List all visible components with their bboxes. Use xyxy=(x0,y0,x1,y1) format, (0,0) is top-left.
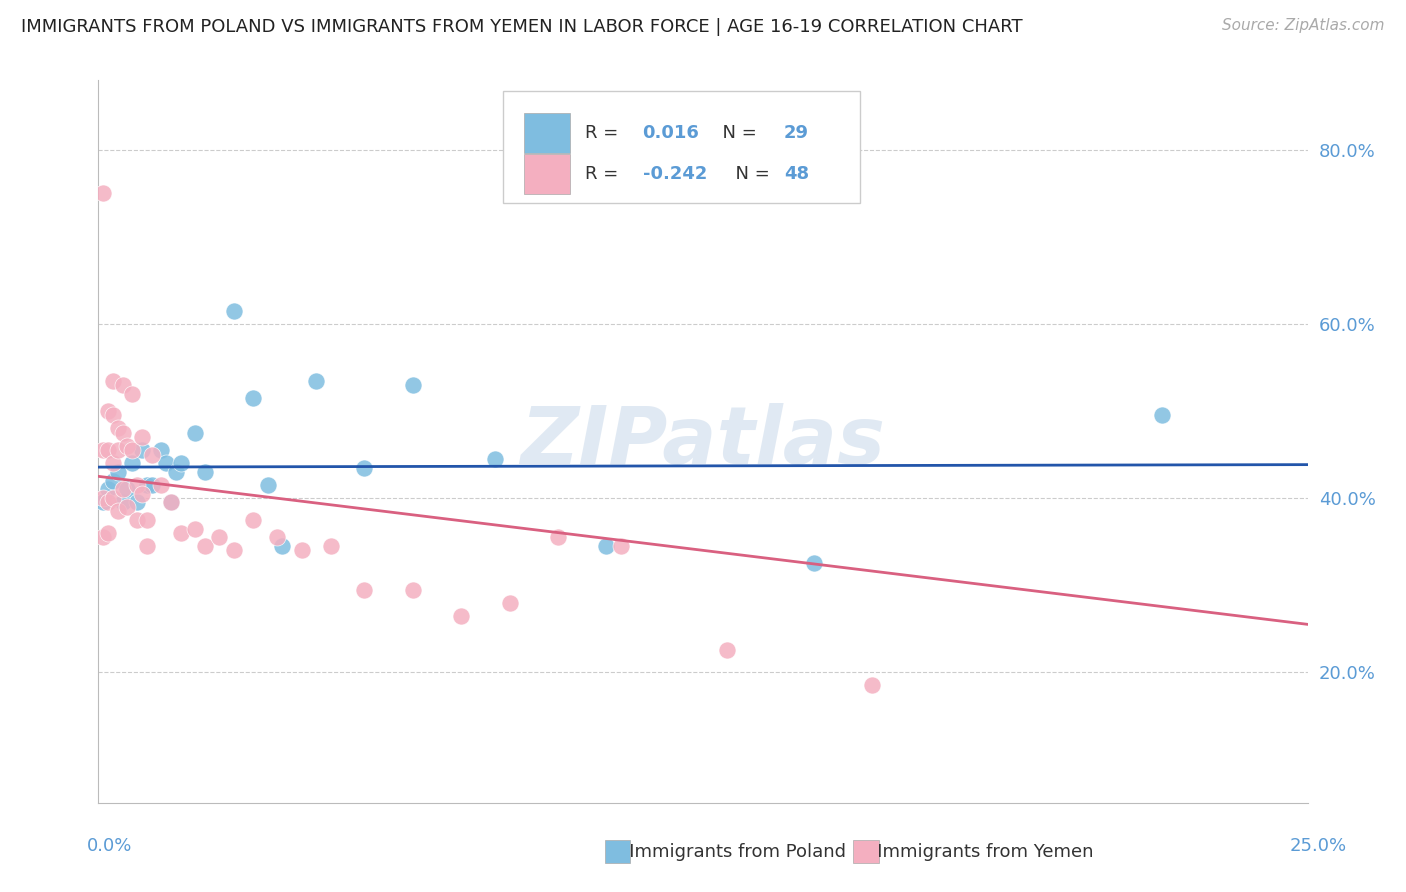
Point xyxy=(242,513,264,527)
Point xyxy=(484,452,506,467)
Point xyxy=(101,374,124,388)
Text: Source: ZipAtlas.com: Source: ZipAtlas.com xyxy=(1222,18,1385,33)
Point xyxy=(97,443,120,458)
Point xyxy=(127,495,149,509)
FancyBboxPatch shape xyxy=(524,154,569,194)
Point xyxy=(141,448,163,462)
Point xyxy=(271,539,294,553)
Point xyxy=(1152,409,1174,423)
Text: R =: R = xyxy=(585,165,623,183)
Point xyxy=(860,678,883,692)
Point xyxy=(107,421,129,435)
Point xyxy=(127,478,149,492)
Point xyxy=(165,465,187,479)
Text: 25.0%: 25.0% xyxy=(1289,837,1347,855)
Point xyxy=(107,443,129,458)
Point xyxy=(547,530,569,544)
Text: N =: N = xyxy=(724,165,775,183)
Point xyxy=(135,513,157,527)
Point xyxy=(150,478,173,492)
Point xyxy=(402,378,425,392)
Point xyxy=(117,439,139,453)
Text: Immigrants from Poland: Immigrants from Poland xyxy=(612,843,845,861)
Point xyxy=(121,386,143,401)
Point xyxy=(402,582,425,597)
Point xyxy=(290,543,312,558)
Bar xyxy=(605,840,630,863)
Point xyxy=(131,443,153,458)
Point xyxy=(595,539,617,553)
Point xyxy=(91,491,114,505)
Point xyxy=(353,582,375,597)
Text: 48: 48 xyxy=(785,165,808,183)
Text: ZIPatlas: ZIPatlas xyxy=(520,402,886,481)
Point xyxy=(101,409,124,423)
Point xyxy=(155,456,177,470)
Point xyxy=(256,478,278,492)
Point xyxy=(266,530,288,544)
Point xyxy=(131,430,153,444)
Point xyxy=(111,378,134,392)
Point xyxy=(121,443,143,458)
Point xyxy=(184,522,207,536)
Point xyxy=(131,487,153,501)
Point xyxy=(319,539,342,553)
Text: 0.016: 0.016 xyxy=(643,124,699,142)
Text: 29: 29 xyxy=(785,124,808,142)
Text: -0.242: -0.242 xyxy=(643,165,707,183)
Text: R =: R = xyxy=(585,124,623,142)
Point xyxy=(111,495,134,509)
Point xyxy=(117,500,139,514)
Point xyxy=(716,643,738,657)
Point xyxy=(117,483,139,497)
Point xyxy=(135,478,157,492)
Point xyxy=(194,465,217,479)
Point xyxy=(498,596,520,610)
Point xyxy=(107,504,129,518)
Point xyxy=(97,495,120,509)
Point xyxy=(101,474,124,488)
Point xyxy=(450,608,472,623)
FancyBboxPatch shape xyxy=(524,113,569,153)
Point xyxy=(97,483,120,497)
Point xyxy=(194,539,217,553)
Text: N =: N = xyxy=(711,124,763,142)
Point xyxy=(222,304,245,318)
Point xyxy=(91,443,114,458)
Point xyxy=(242,391,264,405)
Point xyxy=(305,374,328,388)
Point xyxy=(169,525,191,540)
Point xyxy=(101,491,124,505)
Point xyxy=(135,539,157,553)
Point xyxy=(169,456,191,470)
Text: IMMIGRANTS FROM POLAND VS IMMIGRANTS FROM YEMEN IN LABOR FORCE | AGE 16-19 CORRE: IMMIGRANTS FROM POLAND VS IMMIGRANTS FRO… xyxy=(21,18,1022,36)
Point xyxy=(208,530,231,544)
Text: 0.0%: 0.0% xyxy=(87,837,132,855)
Point xyxy=(97,525,120,540)
Point xyxy=(160,495,183,509)
Point xyxy=(353,460,375,475)
Point xyxy=(91,186,114,201)
Point xyxy=(107,465,129,479)
Point xyxy=(610,539,633,553)
Point xyxy=(91,530,114,544)
Point xyxy=(97,404,120,418)
Point xyxy=(91,495,114,509)
FancyBboxPatch shape xyxy=(503,91,860,203)
Point xyxy=(121,456,143,470)
Point xyxy=(184,425,207,440)
Point xyxy=(111,425,134,440)
Point xyxy=(127,513,149,527)
Point xyxy=(222,543,245,558)
Point xyxy=(111,483,134,497)
Point xyxy=(141,478,163,492)
Point xyxy=(160,495,183,509)
Point xyxy=(101,456,124,470)
Text: Immigrants from Yemen: Immigrants from Yemen xyxy=(860,843,1094,861)
Bar xyxy=(853,840,879,863)
Point xyxy=(150,443,173,458)
Point xyxy=(803,557,825,571)
